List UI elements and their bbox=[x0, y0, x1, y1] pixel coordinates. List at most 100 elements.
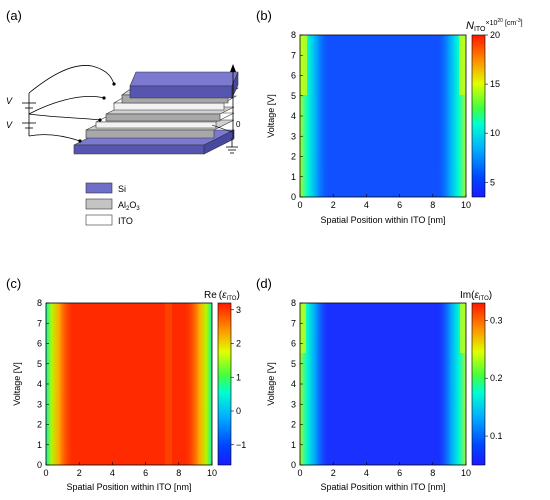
y-tick-label: 0 bbox=[291, 460, 296, 470]
colorbar-c bbox=[217, 302, 232, 466]
voltage-label-2: V bbox=[6, 120, 13, 130]
y-tick-label: 6 bbox=[291, 339, 296, 349]
xlabel-b: Spatial Position within ITO [nm] bbox=[321, 215, 446, 225]
x-tick-label: 8 bbox=[176, 468, 181, 478]
colorbar-tick-label: 5 bbox=[490, 177, 495, 187]
y-tick-label: 1 bbox=[291, 440, 296, 450]
y-tick-label: 0 bbox=[37, 460, 42, 470]
ylabel-d: Voltage [V] bbox=[266, 362, 276, 406]
x-tick-label: 6 bbox=[397, 468, 402, 478]
y-tick-label: 1 bbox=[37, 440, 42, 450]
y-tick-label: 2 bbox=[291, 152, 296, 162]
ground-icon bbox=[226, 138, 238, 154]
y-tick-label: 6 bbox=[291, 71, 296, 81]
y-tick-label: 5 bbox=[291, 359, 296, 369]
legend-label-ito: ITO bbox=[118, 216, 133, 226]
colorbar-title-d: Im(εITO) bbox=[460, 290, 492, 302]
legend-swatch-si bbox=[85, 182, 113, 194]
panel-label-d: (d) bbox=[256, 276, 272, 291]
legend-swatch-al2o3 bbox=[85, 198, 113, 210]
y-tick-label: 3 bbox=[37, 399, 42, 409]
colorbar-ticks-c: 3 2 1 0 −1 bbox=[231, 305, 246, 450]
heatmap-c bbox=[45, 302, 213, 466]
y-tick-label: 7 bbox=[291, 50, 296, 60]
panel-label-c: (c) bbox=[6, 276, 21, 291]
axes-b: 0 2 4 6 8 10 0 1 2 3 4 5 6 7 8 bbox=[291, 30, 471, 210]
panel-label-a: (a) bbox=[6, 8, 22, 23]
x-tick-label: 10 bbox=[461, 200, 471, 210]
xlabel-d: Spatial Position within ITO [nm] bbox=[321, 482, 446, 492]
colorbar-tick-label: 10 bbox=[490, 128, 500, 138]
axis-origin-label: 0 bbox=[236, 120, 241, 129]
heatmap-d bbox=[299, 302, 467, 466]
panel-b: (b) 0 2 4 6 8 10 0 1 2 3 4 5 6 7 8 Spatial Position wi… bbox=[256, 8, 523, 225]
y-tick-label: 4 bbox=[291, 111, 296, 121]
colorbar-tick-label: −1 bbox=[236, 440, 246, 450]
circuit bbox=[22, 65, 115, 142]
y-tick-label: 0 bbox=[291, 192, 296, 202]
colorbar-b bbox=[471, 34, 486, 198]
legend-swatch-ito bbox=[85, 214, 113, 226]
x-tick-label: 2 bbox=[331, 200, 336, 210]
axes-d: 0 2 4 6 8 10 0 1 2 3 4 5 6 7 8 bbox=[291, 298, 471, 478]
y-tick-label: 8 bbox=[37, 298, 42, 308]
axes-c: 0 2 4 6 8 10 0 1 2 3 4 5 6 7 8 bbox=[37, 298, 217, 478]
y-tick-label: 5 bbox=[291, 91, 296, 101]
x-tick-label: 4 bbox=[364, 468, 369, 478]
voltage-label-1: V bbox=[6, 96, 13, 106]
colorbar-ticks-b: 20 15 10 5 bbox=[485, 30, 500, 187]
arrow-up-icon bbox=[230, 64, 236, 72]
x-tick-label: 8 bbox=[430, 468, 435, 478]
colorbar-tick-label: 2 bbox=[236, 339, 241, 349]
panel-d: (d) 0 2 4 6 8 10 0 1 2 3 4 5 6 7 8 Spatial Position wi… bbox=[256, 276, 503, 492]
x-tick-label: 4 bbox=[364, 200, 369, 210]
colorbar-d bbox=[471, 302, 486, 466]
y-tick-label: 7 bbox=[291, 318, 296, 328]
heatmap-b bbox=[299, 34, 467, 198]
x-tick-label: 4 bbox=[110, 468, 115, 478]
y-tick-label: 5 bbox=[37, 359, 42, 369]
y-tick-label: 4 bbox=[291, 379, 296, 389]
panel-label-b: (b) bbox=[256, 8, 272, 23]
x-tick-label: 0 bbox=[43, 468, 48, 478]
x-tick-label: 6 bbox=[143, 468, 148, 478]
x-tick-label: 0 bbox=[297, 468, 302, 478]
colorbar-tick-label: 3 bbox=[236, 305, 241, 315]
y-tick-label: 8 bbox=[291, 30, 296, 40]
device-legend: Si Al2O3 ITO bbox=[85, 182, 140, 226]
ylabel-b: Voltage [V] bbox=[266, 94, 276, 138]
colorbar-title-b: NITO×1020 [cm-3] bbox=[466, 18, 523, 33]
y-tick-label: 3 bbox=[291, 131, 296, 141]
colorbar-tick-label: 20 bbox=[490, 30, 500, 40]
y-tick-label: 7 bbox=[37, 318, 42, 328]
colorbar-ticks-d: 0.3 0.2 0.1 bbox=[485, 315, 503, 441]
x-tick-label: 2 bbox=[331, 468, 336, 478]
y-tick-label: 2 bbox=[37, 420, 42, 430]
y-tick-label: 4 bbox=[37, 379, 42, 389]
colorbar-tick-label: 0.3 bbox=[490, 315, 503, 325]
legend-label-si: Si bbox=[118, 184, 126, 194]
x-tick-label: 10 bbox=[207, 468, 217, 478]
x-tick-label: 10 bbox=[461, 468, 471, 478]
y-tick-label: 6 bbox=[37, 339, 42, 349]
x-tick-label: 8 bbox=[430, 200, 435, 210]
x-tick-label: 6 bbox=[397, 200, 402, 210]
colorbar-tick-label: 0.2 bbox=[490, 373, 503, 383]
y-tick-label: 3 bbox=[291, 399, 296, 409]
x-tick-label: 0 bbox=[297, 200, 302, 210]
device-stack bbox=[73, 71, 239, 155]
legend-label-al2o3: Al2O3 bbox=[118, 200, 140, 212]
y-tick-label: 2 bbox=[291, 420, 296, 430]
colorbar-tick-label: 0 bbox=[236, 406, 241, 416]
colorbar-title-c: Re (εITO) bbox=[204, 290, 240, 302]
x-tick-label: 2 bbox=[77, 468, 82, 478]
ylabel-c: Voltage [V] bbox=[12, 362, 22, 406]
colorbar-tick-label: 1 bbox=[236, 372, 241, 382]
colorbar-tick-label: 15 bbox=[490, 79, 500, 89]
y-tick-label: 8 bbox=[291, 298, 296, 308]
colorbar-tick-label: 0.1 bbox=[490, 431, 503, 441]
y-tick-label: 1 bbox=[291, 172, 296, 182]
panel-a: (a) bbox=[6, 8, 241, 226]
